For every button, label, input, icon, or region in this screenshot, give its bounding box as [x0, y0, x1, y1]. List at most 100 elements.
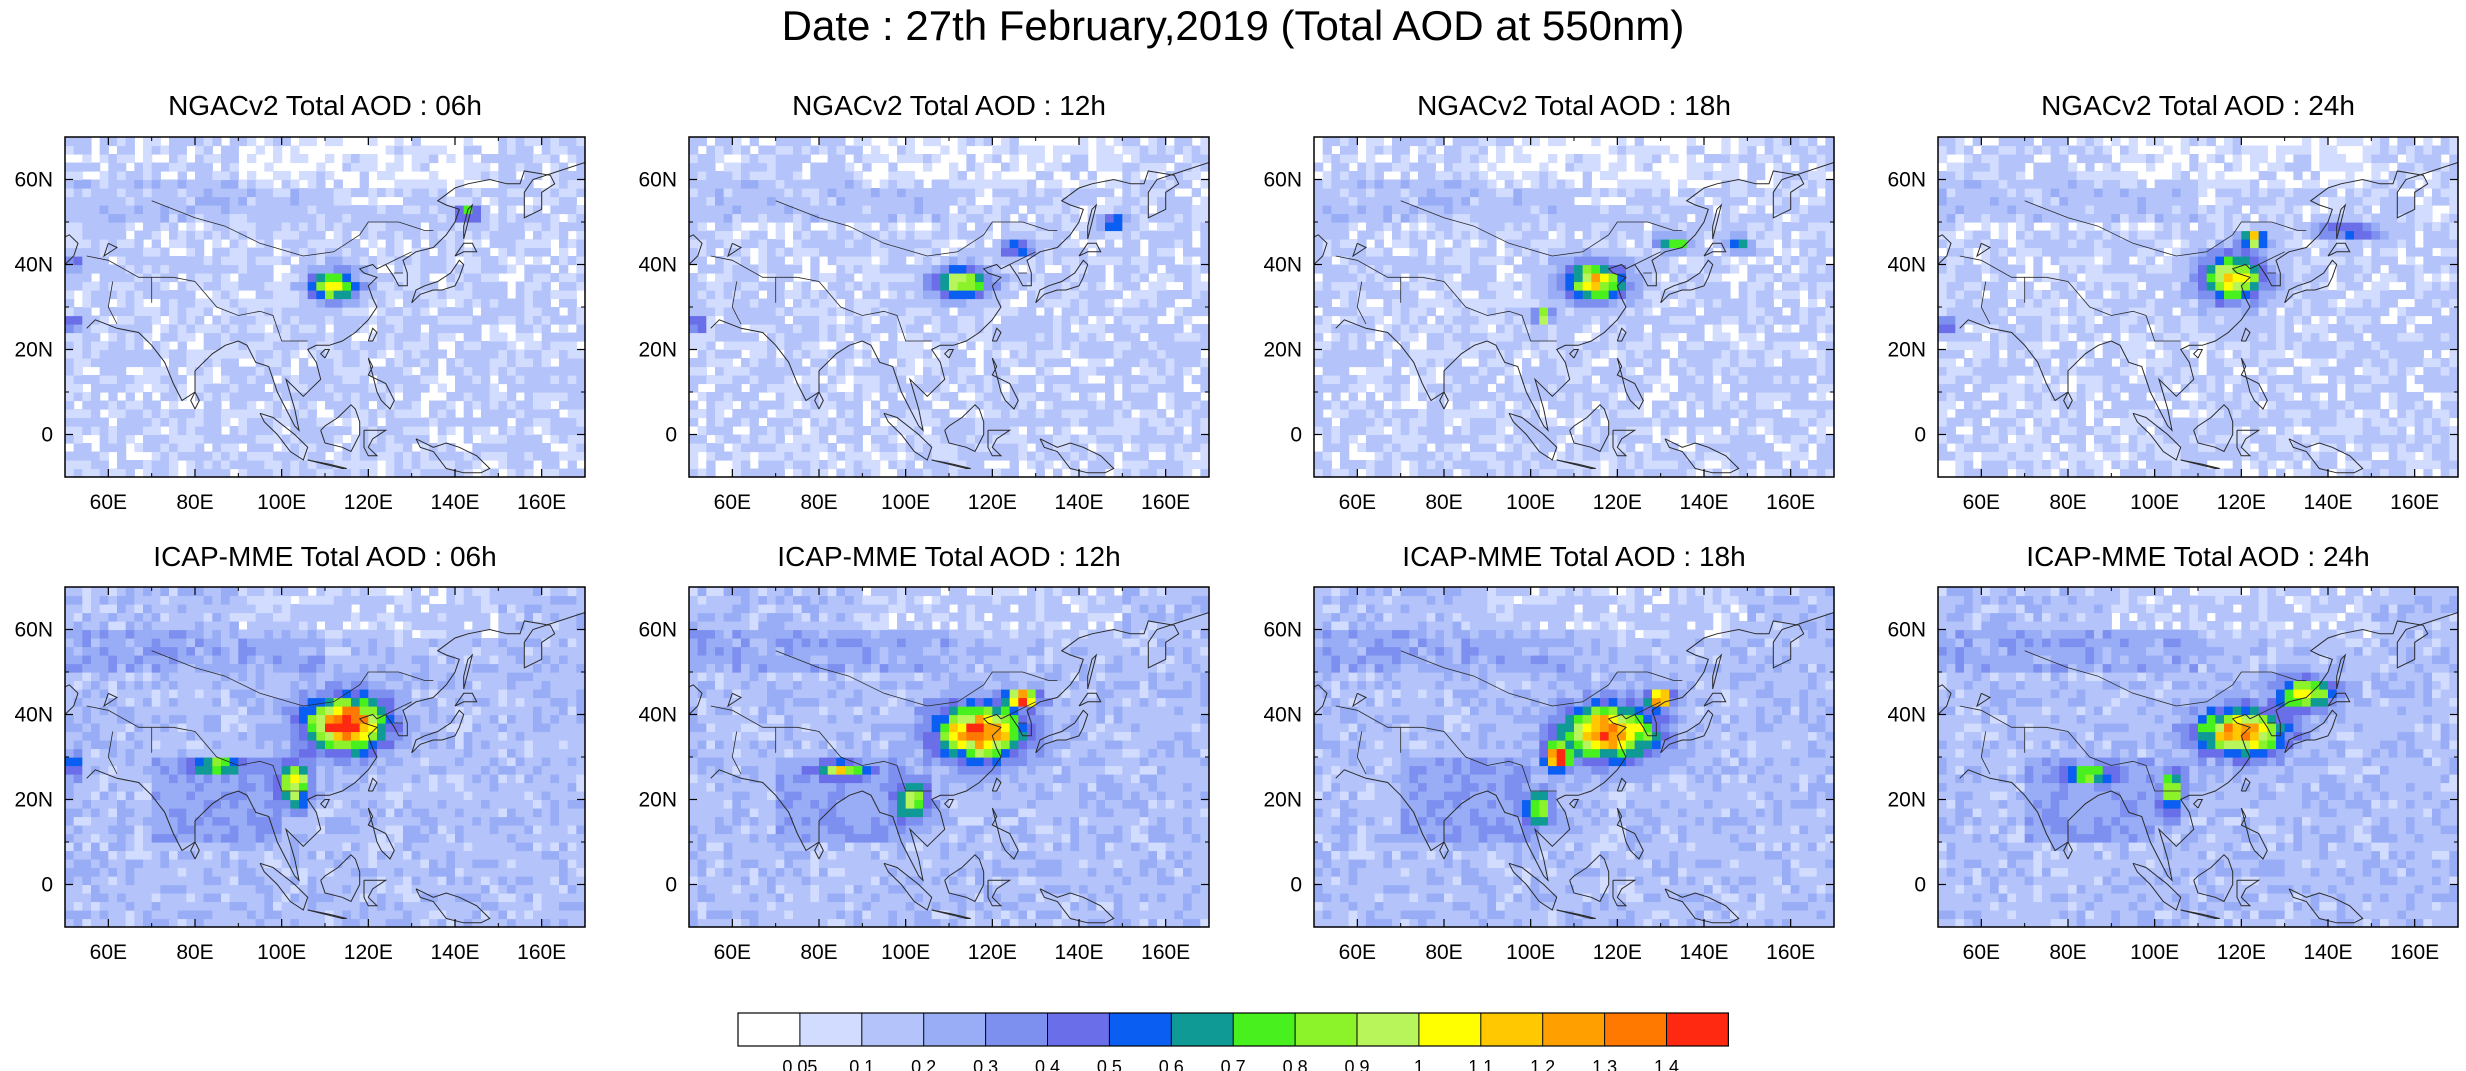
aod-cell — [749, 307, 759, 317]
aod-cell — [550, 434, 560, 444]
aod-cell — [143, 281, 153, 291]
aod-cell — [1044, 358, 1054, 368]
aod-cell — [177, 256, 187, 266]
aod-cell — [403, 468, 413, 478]
aod-cell — [1035, 196, 1045, 206]
aod-cell — [385, 400, 395, 410]
aod-cell — [1374, 358, 1384, 368]
aod-cell — [914, 290, 924, 300]
aod-cell — [706, 392, 716, 402]
panel-title-ngac-06h: NGACv2 Total AOD : 06h — [168, 90, 482, 121]
aod-cell — [1070, 213, 1080, 223]
aod-cell — [1444, 434, 1454, 444]
aod-cell — [264, 443, 274, 453]
aod-cell — [1174, 307, 1184, 317]
aod-cell — [862, 222, 872, 232]
aod-cell — [923, 434, 933, 444]
aod-cell — [697, 281, 707, 291]
aod-cell — [472, 358, 482, 368]
aod-cell — [151, 188, 161, 198]
aod-cell — [1348, 324, 1358, 334]
aod-cell — [983, 400, 993, 410]
aod-cell — [567, 145, 577, 155]
aod-cell — [931, 281, 941, 291]
aod-cell — [983, 349, 993, 359]
aod-cell — [1504, 451, 1514, 461]
aod-cell — [238, 375, 248, 385]
aod-cell — [940, 205, 950, 215]
aod-cell — [827, 349, 837, 359]
aod-cell — [1435, 213, 1445, 223]
aod-cell — [888, 230, 898, 240]
aod-cell — [481, 426, 491, 436]
aod-cell — [420, 341, 430, 351]
aod-cell — [715, 154, 725, 164]
aod-cell — [862, 358, 872, 368]
aod-cell — [446, 281, 456, 291]
aod-cell — [238, 366, 248, 376]
aod-cell — [1165, 145, 1175, 155]
aod-cell — [221, 230, 231, 240]
aod-cell — [914, 256, 924, 266]
aod-cell — [732, 332, 742, 342]
aod-cell — [741, 332, 751, 342]
aod-cell — [871, 281, 881, 291]
aod-cell — [723, 273, 733, 283]
aod-cell — [853, 375, 863, 385]
aod-cell — [1400, 188, 1410, 198]
aod-cell — [1157, 324, 1167, 334]
aod-cell — [845, 400, 855, 410]
aod-cell — [741, 375, 751, 385]
aod-cell — [1061, 205, 1071, 215]
aod-cell — [723, 434, 733, 444]
aod-cell — [273, 366, 283, 376]
aod-cell — [368, 349, 378, 359]
aod-cell — [1018, 417, 1028, 427]
aod-cell — [1340, 281, 1350, 291]
aod-cell — [949, 213, 959, 223]
aod-cell — [801, 196, 811, 206]
aod-cell — [82, 460, 92, 470]
aod-cell — [377, 375, 387, 385]
aod-cell — [160, 179, 170, 189]
aod-cell — [1148, 417, 1158, 427]
aod-cell — [983, 137, 993, 147]
aod-cell — [1392, 188, 1402, 198]
aod-cell — [1035, 468, 1045, 478]
aod-cell — [1148, 443, 1158, 453]
aod-cell — [1148, 188, 1158, 198]
aod-cell — [706, 162, 716, 172]
aod-cell — [255, 383, 265, 393]
aod-cell — [1079, 417, 1089, 427]
aod-cell — [1400, 383, 1410, 393]
aod-cell — [134, 324, 144, 334]
aod-cell — [1027, 247, 1037, 257]
aod-cell — [377, 341, 387, 351]
aod-cell — [377, 222, 387, 232]
aod-cell — [99, 468, 109, 478]
aod-cell — [723, 358, 733, 368]
aod-cell — [975, 460, 985, 470]
aod-cell — [836, 426, 846, 436]
aod-cell — [1070, 341, 1080, 351]
aod-cell — [697, 324, 707, 334]
aod-cell — [307, 349, 317, 359]
aod-cell — [1418, 315, 1428, 325]
aod-cell — [1070, 417, 1080, 427]
aod-cell — [1340, 443, 1350, 453]
aod-cell — [1400, 375, 1410, 385]
aod-cell — [706, 358, 716, 368]
aod-cell — [689, 383, 699, 393]
aod-cell — [99, 298, 109, 308]
aod-cell — [1027, 451, 1037, 461]
aod-cell — [117, 290, 127, 300]
aod-cell — [697, 349, 707, 359]
aod-cell — [1487, 256, 1497, 266]
aod-cell — [446, 230, 456, 240]
aod-cell — [203, 145, 213, 155]
aod-cell — [377, 315, 387, 325]
aod-cell — [1157, 417, 1167, 427]
aod-cell — [143, 307, 153, 317]
aod-cell — [1444, 324, 1454, 334]
aod-cell — [1165, 468, 1175, 478]
